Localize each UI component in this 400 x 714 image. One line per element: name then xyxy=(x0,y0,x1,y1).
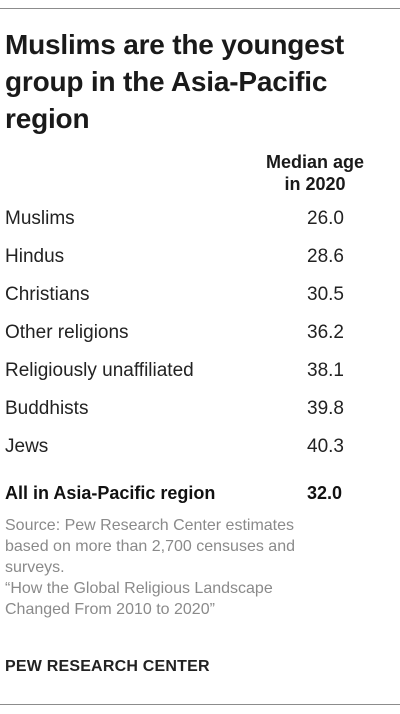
source-line: surveys. xyxy=(5,559,65,576)
row-label: Buddhists xyxy=(5,398,89,419)
row-label: Religiously unaffiliated xyxy=(5,360,194,381)
top-rule xyxy=(0,8,400,9)
row-value: 40.3 xyxy=(307,436,344,457)
source-line: based on more than 2,700 censuses and xyxy=(5,538,295,555)
row-label: Other religions xyxy=(5,322,129,343)
column-header-line-2: in 2020 xyxy=(284,174,346,194)
column-header: Median age in 2020 xyxy=(255,151,375,195)
total-row: All in Asia-Pacific region 32.0 xyxy=(0,481,400,505)
table-row: Muslims 26.0 xyxy=(0,207,400,231)
row-value: 39.8 xyxy=(307,398,344,419)
table-row: Other religions 36.2 xyxy=(0,321,400,345)
row-value: 28.6 xyxy=(307,246,344,267)
row-label: Muslims xyxy=(5,208,75,229)
chart-title: Muslims are the youngest group in the As… xyxy=(5,29,345,134)
row-value: 36.2 xyxy=(307,322,344,343)
table-row: Hindus 28.6 xyxy=(0,245,400,269)
row-value: 30.5 xyxy=(307,284,344,305)
column-header-line-1: Median age xyxy=(265,152,365,172)
row-value: 38.1 xyxy=(307,360,344,381)
bottom-rule xyxy=(0,704,400,705)
row-label: Hindus xyxy=(5,246,65,267)
source-line: Changed From 2010 to 2020” xyxy=(5,601,215,618)
source-line: Source: Pew Research Center estimates xyxy=(5,517,295,534)
total-label: All in Asia-Pacific region xyxy=(5,483,216,503)
row-label: Jews xyxy=(5,436,49,457)
row-label: Christians xyxy=(5,284,90,305)
table-row: Buddhists 39.8 xyxy=(0,397,400,421)
table-row: Religiously unaffiliated 38.1 xyxy=(0,359,400,383)
source-line: “How the Global Religious Landscape xyxy=(5,580,273,597)
total-value: 32.0 xyxy=(307,483,343,503)
table-row: Christians 30.5 xyxy=(0,283,400,307)
table-row: Jews 40.3 xyxy=(0,435,400,459)
row-value: 26.0 xyxy=(307,208,344,229)
pew-logo-text: PEW RESEARCH CENTER xyxy=(5,658,210,675)
source-note: Source: Pew Research Center estimates ba… xyxy=(5,515,395,620)
